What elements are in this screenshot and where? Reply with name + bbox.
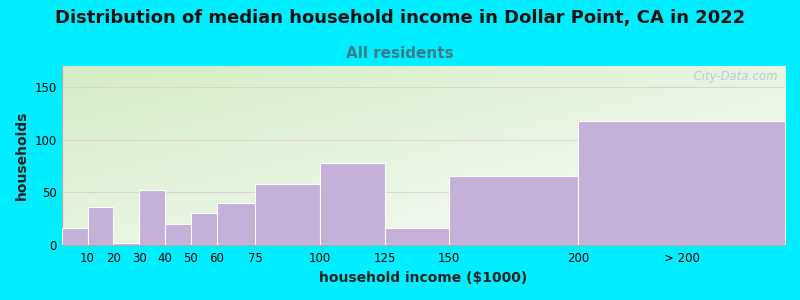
Bar bbox=[62, 228, 87, 245]
Y-axis label: households: households bbox=[15, 111, 29, 200]
Bar bbox=[578, 121, 785, 245]
Bar bbox=[217, 203, 282, 245]
Bar bbox=[165, 224, 191, 245]
Bar bbox=[87, 207, 114, 245]
Bar bbox=[191, 213, 230, 245]
Bar bbox=[139, 190, 165, 245]
X-axis label: household income ($1000): household income ($1000) bbox=[319, 271, 527, 285]
Bar bbox=[255, 184, 320, 245]
Bar bbox=[114, 243, 139, 245]
Text: City-Data.com: City-Data.com bbox=[686, 70, 778, 83]
Text: Distribution of median household income in Dollar Point, CA in 2022: Distribution of median household income … bbox=[55, 9, 745, 27]
Text: All residents: All residents bbox=[346, 46, 454, 62]
Bar bbox=[320, 163, 385, 245]
Bar bbox=[385, 228, 514, 245]
Bar bbox=[449, 176, 578, 245]
